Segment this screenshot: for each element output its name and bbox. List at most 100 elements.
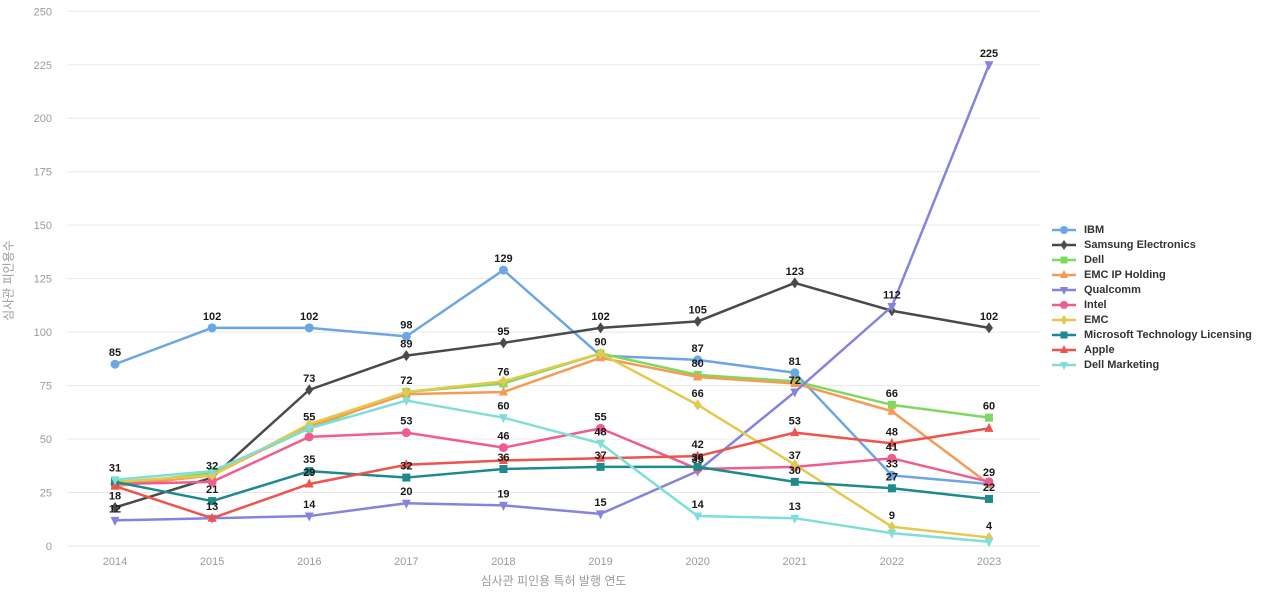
data-point-apple — [596, 452, 606, 462]
data-label-dell: 55 — [303, 411, 315, 423]
data-label-samsung-electronics: 102 — [591, 311, 609, 323]
series-qualcomm — [110, 61, 994, 526]
y-tick-label: 25 — [40, 488, 52, 500]
y-tick-label: 100 — [34, 327, 52, 339]
data-point-samsung-electronics — [790, 277, 799, 289]
data-label-dell-marketing: 14 — [692, 499, 705, 511]
data-point-samsung-electronics — [985, 322, 993, 334]
data-point-microsoft-technology-licensing — [208, 497, 217, 506]
data-point-ibm — [887, 470, 897, 480]
data-label-samsung-electronics: 18 — [109, 491, 121, 503]
legend-label: Dell Marketing — [1084, 358, 1160, 371]
legend-item-ibm[interactable]: IBM — [1051, 222, 1252, 237]
x-tick-label: 2017 — [394, 556, 418, 568]
data-point-microsoft-technology-licensing — [693, 462, 702, 471]
data-point-dell-marketing — [498, 414, 508, 424]
legend-swatch-emc — [1052, 314, 1076, 325]
data-point-apple — [887, 437, 897, 447]
legend-label: Dell — [1084, 253, 1105, 266]
data-point-ibm — [498, 265, 508, 275]
y-tick-label: 175 — [34, 167, 52, 179]
data-label-intel: 36 — [692, 452, 704, 464]
data-point-emc — [402, 386, 411, 398]
data-point-microsoft-technology-licensing — [305, 467, 314, 476]
legend-item-emc-ip-holding[interactable]: EMC IP Holding — [1051, 267, 1252, 282]
legend-item-qualcomm[interactable]: Qualcomm — [1051, 282, 1252, 297]
legend-item-samsung-electronics[interactable]: Samsung Electronics — [1051, 237, 1252, 252]
series-emc — [111, 348, 993, 543]
data-label-dell: 66 — [886, 388, 898, 400]
legend-item-dell[interactable]: Dell — [1051, 252, 1252, 267]
data-label-dell-marketing: 31 — [109, 463, 121, 475]
data-point-ibm — [207, 323, 217, 333]
data-point-qualcomm — [790, 388, 800, 398]
data-label-qualcomm: 19 — [497, 488, 509, 500]
data-label-dell-marketing: 60 — [497, 401, 509, 413]
data-point-microsoft-technology-licensing — [402, 473, 411, 482]
data-label-emc: 4 — [986, 520, 993, 532]
data-label-microsoft-technology-licensing: 21 — [206, 484, 218, 496]
data-label-intel: 53 — [400, 416, 412, 428]
y-axis-title: 심사관 피인용수 — [1, 240, 16, 321]
data-point-dell-marketing — [790, 514, 800, 524]
legend-label: EMC IP Holding — [1084, 268, 1166, 281]
data-label-ibm: 102 — [203, 311, 221, 323]
data-label-ibm: 102 — [300, 311, 318, 323]
y-tick-label: 75 — [40, 381, 52, 393]
data-label-intel: 41 — [886, 441, 898, 453]
data-label-ibm: 129 — [494, 253, 512, 265]
series-intel — [110, 423, 994, 489]
data-point-apple — [984, 422, 994, 432]
data-label-dell: 60 — [983, 401, 995, 413]
data-point-apple — [498, 454, 508, 464]
data-point-dell-marketing — [596, 439, 606, 449]
data-label-ibm: 81 — [789, 356, 801, 368]
legend-item-intel[interactable]: Intel — [1051, 297, 1252, 312]
legend-item-dell-marketing[interactable]: Dell Marketing — [1051, 357, 1252, 372]
data-label-qualcomm: 20 — [400, 486, 412, 498]
legend-item-apple[interactable]: Apple — [1051, 342, 1252, 357]
data-label-qualcomm: 72 — [789, 375, 801, 387]
data-label-ibm: 87 — [692, 343, 704, 355]
data-point-intel — [984, 477, 994, 487]
series-ibm — [110, 265, 994, 489]
data-point-intel — [887, 453, 897, 463]
data-label-qualcomm: 225 — [980, 48, 998, 60]
legend-label: EMC — [1084, 313, 1109, 326]
data-point-emc-ip-holding — [887, 405, 897, 415]
data-label-ibm: 29 — [983, 467, 995, 479]
legend-item-microsoft-technology-licensing[interactable]: Microsoft Technology Licensing — [1051, 327, 1252, 342]
data-point-qualcomm — [498, 501, 508, 511]
data-label-samsung-electronics: 89 — [400, 339, 412, 351]
data-point-dell — [985, 413, 993, 422]
y-tick-label: 125 — [34, 274, 52, 286]
legend-swatch-apple — [1052, 344, 1076, 353]
data-point-intel — [498, 443, 508, 453]
data-point-microsoft-technology-licensing — [887, 484, 896, 493]
legend-item-emc[interactable]: EMC — [1051, 312, 1252, 327]
y-tick-label: 0 — [46, 541, 52, 553]
x-tick-label: 2020 — [685, 556, 709, 568]
data-point-apple — [693, 450, 703, 460]
data-label-microsoft-technology-licensing: 35 — [303, 454, 315, 466]
data-label-samsung-electronics: 32 — [206, 461, 218, 473]
legend-label: Apple — [1084, 343, 1115, 356]
data-point-samsung-electronics — [499, 337, 508, 349]
data-label-samsung-electronics: 123 — [786, 266, 804, 278]
data-label-samsung-electronics: 73 — [303, 373, 315, 385]
legend-swatch-samsung-electronics — [1052, 239, 1076, 250]
legend-swatch-dell-marketing — [1052, 361, 1076, 370]
x-tick-label: 2018 — [491, 556, 515, 568]
series-line-apple — [113, 427, 991, 520]
data-label-microsoft-technology-licensing: 30 — [789, 465, 801, 477]
data-label-ibm: 33 — [886, 458, 898, 470]
data-label-intel: 46 — [497, 431, 509, 443]
data-point-ibm — [110, 359, 120, 369]
data-point-microsoft-technology-licensing — [790, 477, 799, 486]
legend-swatch-dell — [1052, 256, 1076, 263]
series-line-intel — [113, 427, 991, 486]
data-point-apple — [401, 459, 411, 469]
series-dell-marketing — [110, 397, 994, 548]
